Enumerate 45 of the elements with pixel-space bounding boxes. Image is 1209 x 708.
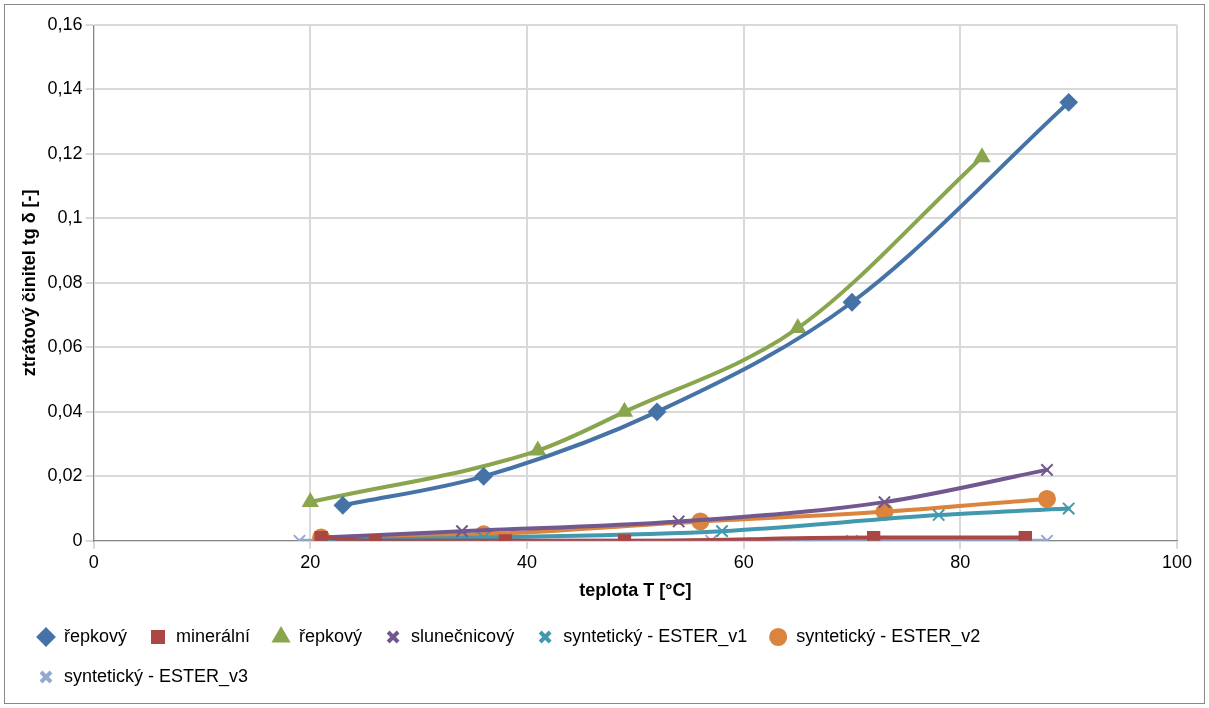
y-tick-label: 0,02 xyxy=(47,465,83,486)
legend-label: řepkový xyxy=(64,625,128,646)
point xyxy=(715,524,729,538)
legend-label: syntetický - ESTER_v3 xyxy=(64,665,249,687)
y-tick-label: 0,14 xyxy=(47,78,83,99)
point xyxy=(647,402,666,421)
y-tick-label: 0,1 xyxy=(57,207,83,228)
point xyxy=(333,496,352,515)
legend-label: minerální xyxy=(176,625,251,646)
point xyxy=(455,524,469,538)
x-tick-label: 0 xyxy=(88,551,99,572)
x-tick-label: 80 xyxy=(950,551,971,572)
y-tick-label: 0,04 xyxy=(47,400,83,421)
point xyxy=(877,495,892,509)
x-tick-label: 20 xyxy=(300,551,321,572)
point xyxy=(1038,489,1056,508)
y-tick-label: 0,06 xyxy=(47,336,83,357)
point xyxy=(789,319,806,334)
point xyxy=(616,402,633,417)
x-tick-label: 100 xyxy=(1161,551,1193,572)
point xyxy=(1040,463,1054,477)
legend-label: slunečnicový xyxy=(411,625,515,646)
legend-label: syntetický - ESTER_v2 xyxy=(796,625,981,647)
point xyxy=(671,514,686,529)
legend-label: syntetický - ESTER_v1 xyxy=(563,625,748,647)
x-tick-label: 60 xyxy=(733,551,754,572)
point xyxy=(1062,501,1076,516)
point xyxy=(1018,530,1032,541)
x-axis-title: teplota T [°C] xyxy=(579,580,692,601)
y-tick-label: 0,08 xyxy=(47,271,83,292)
point xyxy=(302,493,319,508)
point xyxy=(476,530,491,541)
y-tick-label: 0,16 xyxy=(47,13,83,34)
x-tick-label: 40 xyxy=(516,551,537,572)
point xyxy=(842,293,861,312)
y-tick-label: 0 xyxy=(72,529,83,550)
y-tick-label: 0,12 xyxy=(47,142,83,163)
point xyxy=(974,148,990,163)
point xyxy=(529,441,546,456)
y-axis-title: ztrátový činitel tg δ [-] xyxy=(18,189,39,377)
legend-label: řepkový xyxy=(299,625,363,646)
point xyxy=(867,530,881,541)
point xyxy=(474,467,493,486)
point xyxy=(932,508,946,522)
point xyxy=(1059,93,1078,112)
